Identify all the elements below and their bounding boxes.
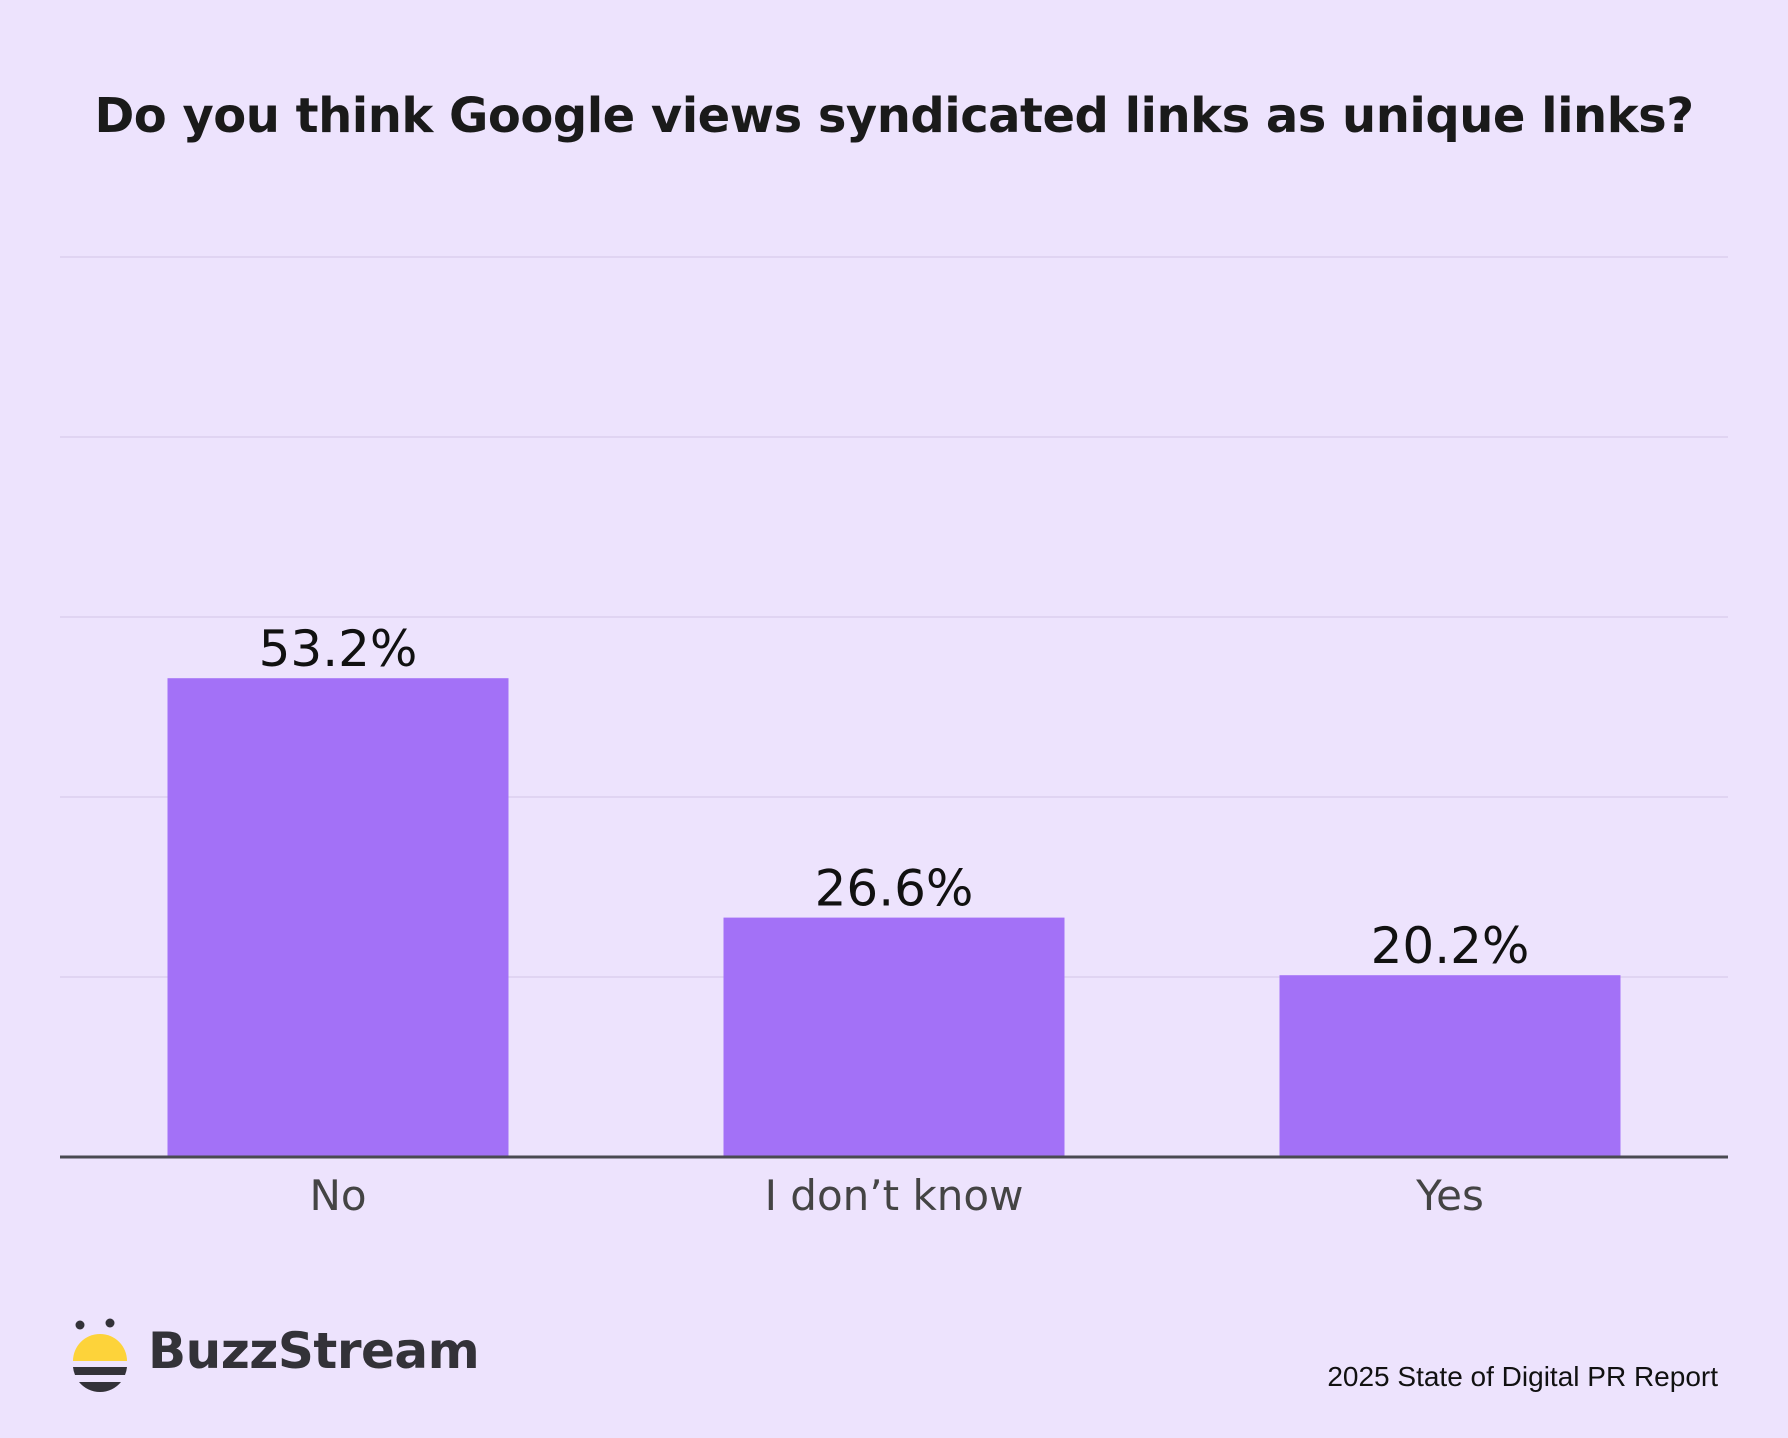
bar xyxy=(723,917,1065,1157)
bar-chart: 53.2% No 26.6% I don’t know 20.2% Yes xyxy=(60,256,1728,1220)
buzzstream-logo: BuzzStream xyxy=(70,1316,480,1396)
bar xyxy=(167,678,509,1157)
data-label: 20.2% xyxy=(1371,917,1530,975)
buzzstream-bee-icon xyxy=(73,1318,127,1392)
bar xyxy=(1279,975,1621,1157)
x-tick-label: Yes xyxy=(1415,1171,1484,1220)
data-label: 26.6% xyxy=(815,860,974,918)
report-label: 2025 State of Digital PR Report xyxy=(1327,1361,1718,1392)
x-tick-label: No xyxy=(309,1171,366,1220)
x-tick-label: I don’t know xyxy=(765,1171,1024,1220)
logo-wordmark: BuzzStream xyxy=(148,1322,480,1380)
data-label: 53.2% xyxy=(259,620,418,678)
chart-title: Do you think Google views syndicated lin… xyxy=(94,88,1694,144)
